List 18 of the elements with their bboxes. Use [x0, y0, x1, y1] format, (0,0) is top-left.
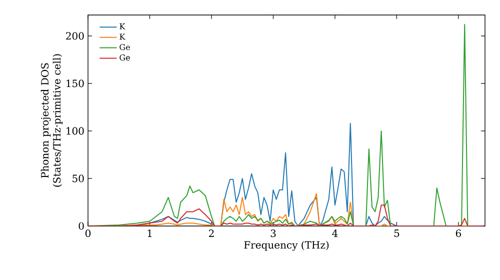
- y-tick-label: 150: [66, 80, 84, 88]
- x-tick-label: 6: [456, 230, 462, 238]
- y-tick-label: 100: [66, 127, 84, 135]
- x-axis-title: Frequency (THz): [244, 240, 329, 251]
- x-tick-label: 3: [270, 230, 276, 238]
- y-tick-label: 200: [66, 32, 84, 40]
- x-tick-label: 4: [332, 230, 338, 237]
- legend-label: K: [120, 23, 126, 30]
- legend-label: K: [120, 34, 126, 40]
- y-tick-label: 50: [72, 174, 84, 182]
- x-tick-label: 0: [85, 230, 91, 238]
- x-tick-label: 2: [208, 230, 214, 237]
- legend-label: Ge: [120, 44, 130, 50]
- y-axis-title: Phonon projected DOS (States/THz·primitive cell): [40, 54, 63, 187]
- x-tick-label: 1: [148, 230, 152, 237]
- y-tick-label: 0: [78, 222, 84, 230]
- legend-label: Ge: [120, 54, 130, 61]
- x-tick-label: 5: [394, 230, 400, 237]
